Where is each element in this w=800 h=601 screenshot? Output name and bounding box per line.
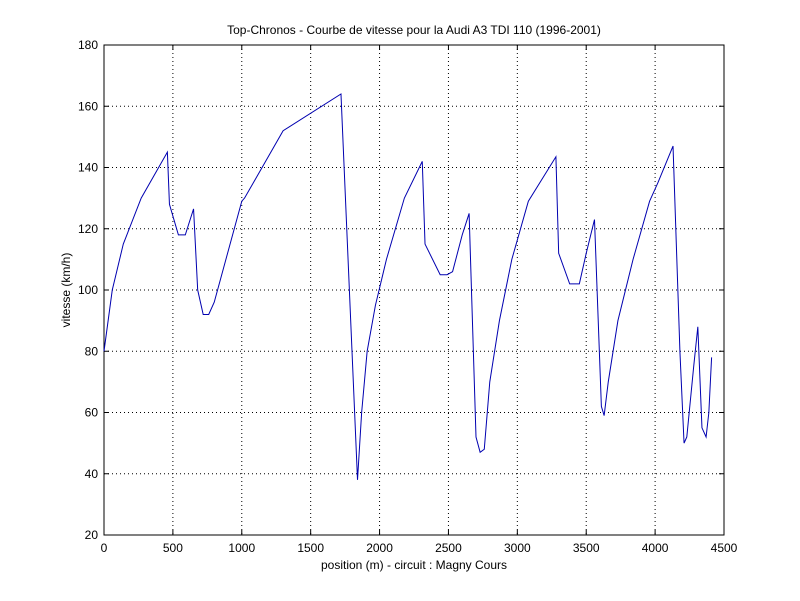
x-tick-label: 2000: [366, 541, 393, 555]
y-axis-label: vitesse (km/h): [59, 253, 73, 328]
y-tick-label: 160: [78, 99, 98, 113]
x-tick-label: 4500: [711, 541, 738, 555]
x-tick-label: 4000: [642, 541, 669, 555]
y-tick-label: 40: [85, 467, 99, 481]
y-tick-label: 60: [85, 406, 99, 420]
x-tick-label: 3500: [573, 541, 600, 555]
y-tick-label: 120: [78, 222, 98, 236]
y-tick-label: 100: [78, 283, 98, 297]
x-tick-label: 1000: [228, 541, 255, 555]
chart-title: Top-Chronos - Courbe de vitesse pour la …: [227, 23, 601, 37]
y-tick-label: 20: [85, 528, 99, 542]
y-tick-label: 80: [85, 344, 99, 358]
plot-frame: [103, 44, 725, 536]
x-tick-label: 1500: [297, 541, 324, 555]
x-tick-label: 2500: [435, 541, 462, 555]
y-tick-label: 140: [78, 161, 98, 175]
x-tick-label: 0: [101, 541, 108, 555]
x-axis-label: position (m) - circuit : Magny Cours: [321, 558, 507, 572]
x-tick-label: 3000: [504, 541, 531, 555]
y-tick-label: 180: [78, 38, 98, 52]
data-line: [103, 93, 713, 480]
x-tick-label: 500: [163, 541, 183, 555]
